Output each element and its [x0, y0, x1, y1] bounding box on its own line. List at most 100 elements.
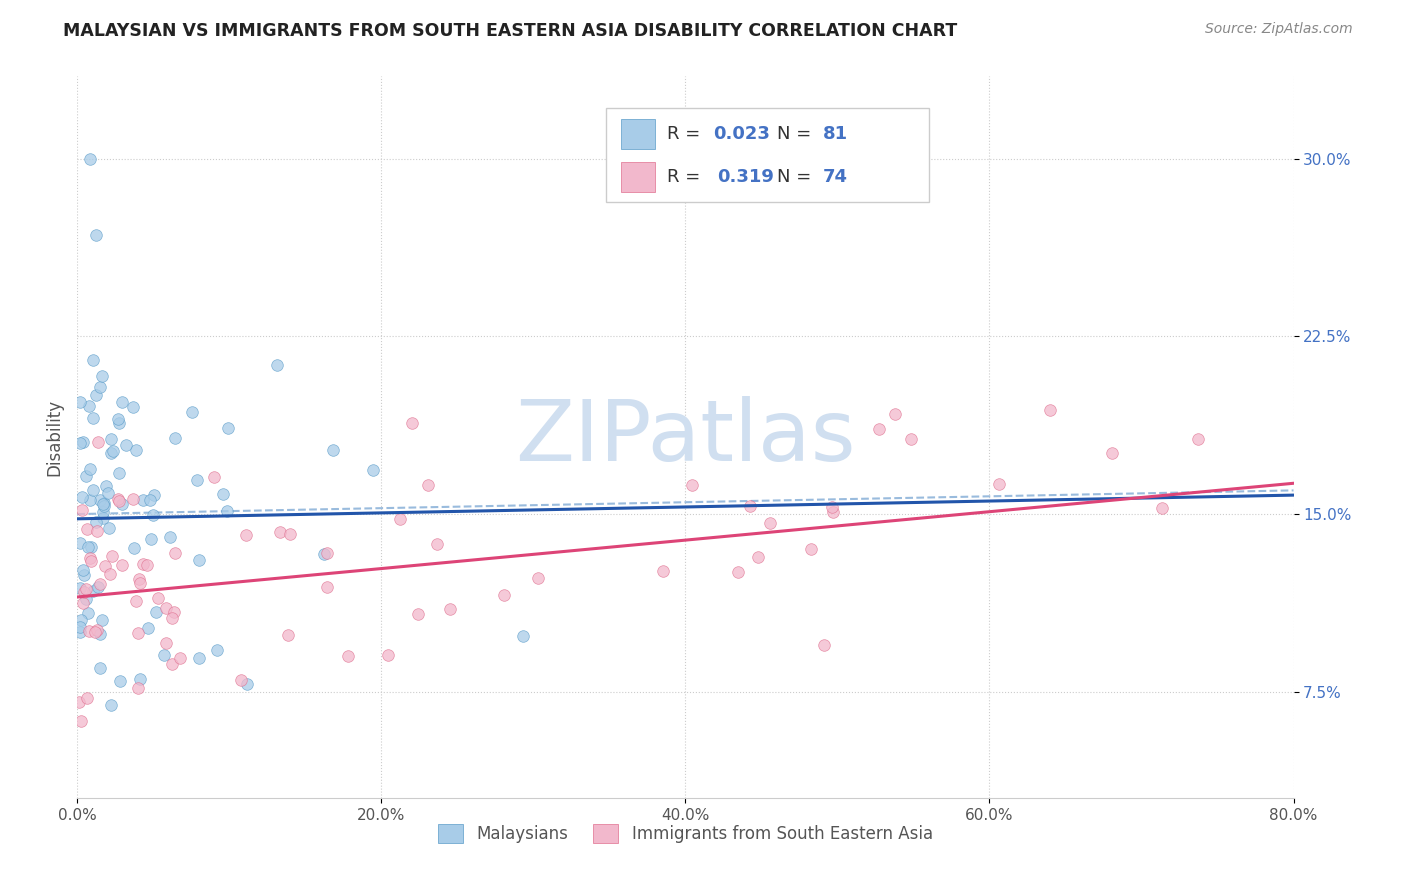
- Point: [107, 466, 129, 480]
- Text: N =: N =: [776, 125, 817, 143]
- Text: MALAYSIAN VS IMMIGRANTS FROM SOUTH EASTERN ASIA DISABILITY CORRELATION CHART: MALAYSIAN VS IMMIGRANTS FROM SOUTH EASTE…: [63, 22, 957, 40]
- Point: [883, 407, 905, 421]
- Point: [868, 422, 890, 436]
- Point: [266, 358, 288, 372]
- Point: [740, 500, 762, 514]
- Point: [89, 577, 111, 591]
- Point: [406, 607, 429, 621]
- Point: [79, 492, 101, 507]
- Point: [100, 698, 122, 713]
- Point: [439, 601, 461, 615]
- Point: [100, 445, 122, 459]
- Point: [67, 695, 90, 709]
- Point: [215, 504, 238, 518]
- Point: [89, 380, 111, 394]
- Point: [129, 673, 152, 687]
- Point: [188, 553, 211, 567]
- Point: [70, 503, 93, 517]
- Point: [202, 470, 225, 484]
- Point: [143, 488, 166, 502]
- Point: [155, 636, 177, 650]
- Point: [269, 524, 291, 539]
- Point: [86, 516, 108, 530]
- Legend: Malaysians, Immigrants from South Eastern Asia: Malaysians, Immigrants from South Easter…: [430, 815, 941, 852]
- Point: [129, 576, 152, 591]
- Point: [79, 554, 101, 568]
- Point: [361, 463, 384, 477]
- Point: [823, 505, 845, 519]
- Point: [900, 432, 922, 446]
- Point: [97, 521, 120, 535]
- Point: [217, 421, 239, 435]
- Point: [136, 622, 159, 636]
- Point: [142, 508, 165, 523]
- Point: [278, 526, 301, 541]
- Point: [205, 642, 228, 657]
- Point: [69, 436, 91, 450]
- Point: [316, 580, 339, 594]
- Point: [148, 591, 170, 605]
- Point: [93, 511, 115, 525]
- Point: [153, 648, 176, 663]
- Point: [76, 607, 98, 621]
- Point: [1101, 445, 1123, 459]
- Text: R =: R =: [668, 125, 706, 143]
- Point: [70, 490, 93, 504]
- Point: [800, 542, 823, 557]
- Point: [70, 714, 93, 729]
- Point: [145, 605, 167, 619]
- Point: [98, 567, 121, 582]
- Point: [111, 558, 134, 572]
- Point: [139, 493, 162, 508]
- Point: [96, 479, 118, 493]
- Point: [416, 477, 439, 491]
- Point: [160, 657, 183, 672]
- Point: [82, 483, 104, 497]
- Point: [72, 596, 94, 610]
- Point: [76, 522, 98, 536]
- Point: [821, 500, 844, 515]
- Point: [322, 443, 344, 458]
- Point: [186, 473, 208, 487]
- Point: [155, 600, 177, 615]
- Point: [180, 405, 202, 419]
- Point: [229, 673, 252, 687]
- Point: [87, 434, 110, 449]
- Point: [84, 625, 107, 640]
- Point: [1039, 403, 1062, 417]
- Point: [75, 592, 97, 607]
- Point: [160, 611, 183, 625]
- Point: [165, 431, 187, 445]
- Point: [682, 478, 704, 492]
- Point: [73, 585, 96, 599]
- Point: [727, 566, 749, 580]
- Point: [111, 395, 134, 409]
- Point: [121, 492, 143, 507]
- Point: [1150, 500, 1173, 515]
- Point: [111, 497, 134, 511]
- Point: [125, 443, 148, 458]
- Point: [69, 614, 91, 628]
- Point: [494, 588, 516, 602]
- Point: [100, 549, 122, 564]
- Y-axis label: Disability: Disability: [45, 399, 63, 475]
- Point: [188, 650, 211, 665]
- Point: [91, 497, 114, 511]
- Point: [747, 549, 769, 564]
- Point: [425, 537, 447, 551]
- Point: [115, 438, 138, 452]
- Point: [79, 462, 101, 476]
- Point: [235, 527, 257, 541]
- Point: [93, 496, 115, 510]
- Point: [72, 563, 94, 577]
- Point: [86, 623, 108, 637]
- Point: [91, 613, 114, 627]
- Point: [75, 582, 97, 596]
- Point: [401, 416, 423, 430]
- Point: [79, 399, 101, 413]
- Point: [987, 476, 1010, 491]
- Point: [89, 627, 111, 641]
- Point: [122, 400, 145, 414]
- Point: [759, 516, 782, 530]
- Text: N =: N =: [776, 168, 817, 186]
